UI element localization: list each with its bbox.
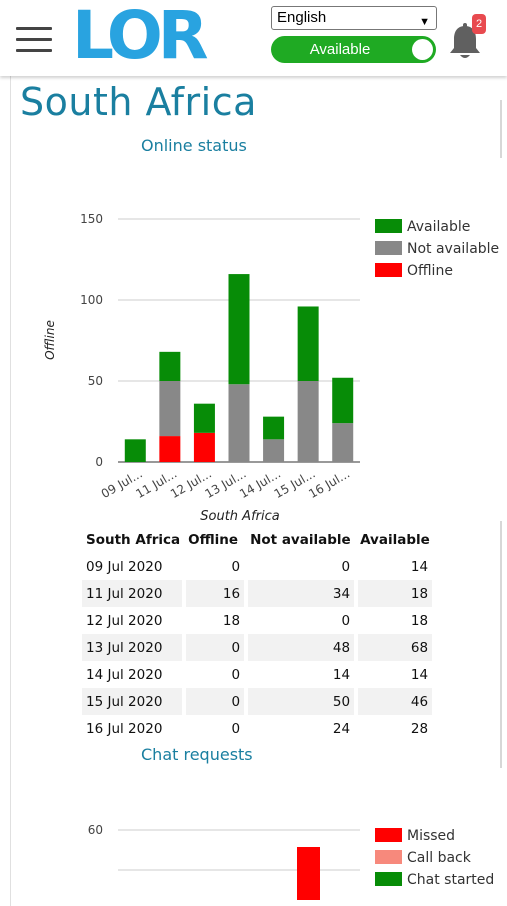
- bar-available: [159, 351, 181, 381]
- table-cell: 0: [184, 688, 249, 715]
- menu-icon[interactable]: [16, 27, 54, 55]
- table-row: 14 Jul 2020 0 14 14: [82, 661, 437, 688]
- legend-swatch: [375, 219, 402, 233]
- y-tick-label: 150: [80, 212, 103, 226]
- bar-offline: [193, 432, 215, 462]
- legend-label: Call back: [407, 850, 472, 866]
- table-cell: 13 Jul 2020: [82, 634, 187, 661]
- bar-available: [193, 403, 215, 433]
- bar-available: [228, 274, 250, 385]
- table-cell: 50: [246, 688, 359, 715]
- toggle-knob: [412, 39, 433, 60]
- table-cell: 0: [246, 553, 359, 580]
- legend-label: Missed: [407, 828, 455, 844]
- table-cell: 0: [184, 715, 249, 742]
- logo[interactable]: LOR: [72, 0, 209, 74]
- notification-badge: 2: [472, 14, 486, 34]
- table-cell: 34: [246, 580, 359, 607]
- language-select[interactable]: English ▼: [271, 6, 437, 30]
- y-tick-label: 50: [88, 374, 103, 388]
- y-tick-label: 100: [80, 293, 103, 307]
- bar-not-available: [263, 439, 285, 462]
- legend-swatch: [375, 850, 402, 864]
- card-edge: [500, 100, 502, 158]
- bar-not-available: [332, 423, 354, 462]
- table-header-row: South Africa Offline Not available Avail…: [82, 527, 434, 553]
- column-header: South Africa: [86, 532, 181, 548]
- table-cell: 0: [184, 553, 249, 580]
- table-cell: 48: [246, 634, 359, 661]
- legend-label: Not available: [407, 241, 499, 257]
- legend-label: Available: [407, 219, 470, 235]
- y-axis-label: Offline: [43, 320, 57, 360]
- table-cell: 12 Jul 2020: [82, 607, 187, 634]
- chat-requests-title: Chat requests: [141, 745, 253, 764]
- content-card: [10, 76, 503, 906]
- legend-label: Chat started: [407, 872, 494, 888]
- legend-swatch: [375, 241, 402, 255]
- column-header: Available: [360, 532, 430, 548]
- table-cell: 14: [356, 661, 437, 688]
- table-cell: 18: [356, 580, 437, 607]
- table-cell: 14 Jul 2020: [82, 661, 187, 688]
- y-tick-label: 0: [95, 455, 103, 469]
- table-cell: 18: [184, 607, 249, 634]
- table-cell: 46: [356, 688, 437, 715]
- table-row: 11 Jul 2020 16 34 18: [82, 580, 437, 607]
- table-cell: 16 Jul 2020: [82, 715, 187, 742]
- bar-not-available: [228, 384, 250, 462]
- top-bar: LOR English ▼ Available 2: [0, 0, 507, 76]
- availability-toggle[interactable]: Available: [271, 36, 436, 63]
- table-cell: 24: [246, 715, 359, 742]
- table-cell: 16: [184, 580, 249, 607]
- table-cell: 68: [356, 634, 437, 661]
- online-status-table: South Africa Offline Not available Avail…: [82, 527, 437, 742]
- x-axis-label: South Africa: [200, 509, 279, 524]
- table-cell: 14: [246, 661, 359, 688]
- table-cell: 11 Jul 2020: [82, 580, 187, 607]
- table-cell: 18: [356, 607, 437, 634]
- chevron-down-icon: ▼: [419, 16, 430, 28]
- table-row: 12 Jul 2020 18 0 18: [82, 607, 437, 634]
- chat-requests-chart: 60 Missed Call back Chat started: [88, 823, 494, 900]
- legend-swatch: [375, 872, 402, 886]
- bar-offline: [159, 436, 181, 462]
- table-cell: 15 Jul 2020: [82, 688, 187, 715]
- table-row: 15 Jul 2020 0 50 46: [82, 688, 437, 715]
- y-tick-label: 60: [88, 823, 103, 837]
- online-status-title: Online status: [141, 136, 247, 155]
- table-cell: 14: [356, 553, 437, 580]
- table-cell: 28: [356, 715, 437, 742]
- table-row: 13 Jul 2020 0 48 68: [82, 634, 437, 661]
- page-title: South Africa: [20, 80, 257, 124]
- column-header: Offline: [188, 532, 239, 548]
- bar-available: [263, 416, 285, 440]
- column-header: Not available: [250, 532, 351, 548]
- legend-swatch: [375, 828, 402, 842]
- card-edge: [500, 521, 502, 768]
- bar-available: [124, 439, 146, 462]
- table-cell: 0: [184, 661, 249, 688]
- bar-not-available: [159, 381, 181, 437]
- language-select-value: English: [277, 9, 327, 26]
- bar-missed: [297, 847, 320, 900]
- legend-label: Offline: [407, 263, 453, 279]
- availability-toggle-label: Available: [309, 41, 371, 58]
- table-cell: 09 Jul 2020: [82, 553, 187, 580]
- table-row: 09 Jul 2020 0 0 14: [82, 553, 437, 580]
- table-cell: 0: [246, 607, 359, 634]
- table-row: 16 Jul 2020 0 24 28: [82, 715, 437, 742]
- bar-not-available: [297, 381, 319, 462]
- bar-available: [332, 377, 354, 424]
- table-cell: 0: [184, 634, 249, 661]
- bar-available: [297, 306, 319, 381]
- legend-swatch: [375, 263, 402, 277]
